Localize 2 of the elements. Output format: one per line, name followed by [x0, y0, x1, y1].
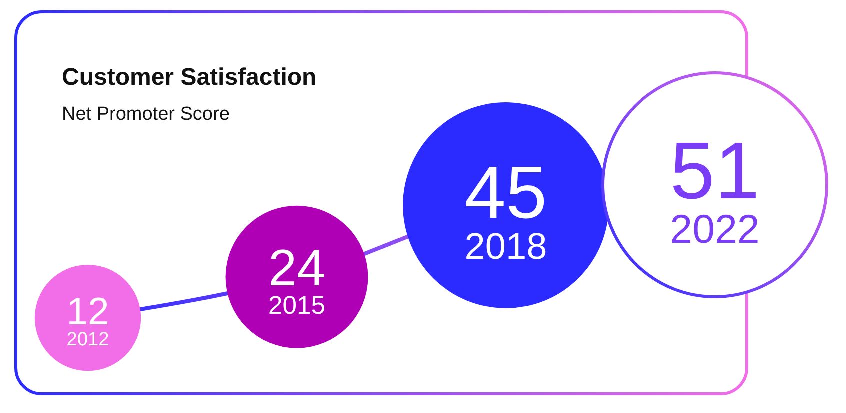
text: Customer Satisfaction	[62, 64, 317, 91]
text: Net Promoter Score	[62, 104, 230, 125]
